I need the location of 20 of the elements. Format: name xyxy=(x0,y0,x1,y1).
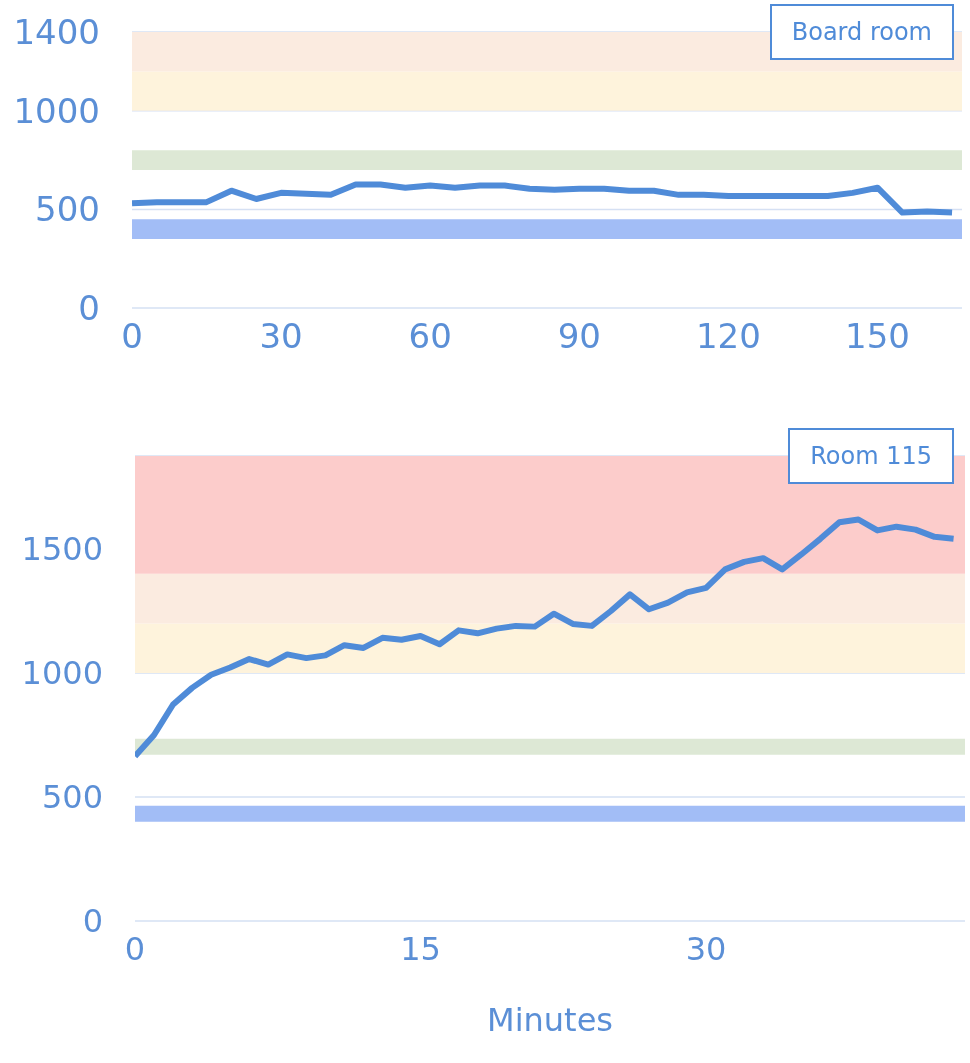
y-tick-label: 500 xyxy=(41,778,103,817)
x-tick-label: 30 xyxy=(259,316,303,357)
x-axis-title: Minutes xyxy=(487,1001,613,1039)
text: Room 115 xyxy=(810,442,932,470)
x-tick-label: 90 xyxy=(557,316,601,357)
y-tick-label: 0 xyxy=(82,902,103,941)
x-tick-label: 30 xyxy=(685,929,727,968)
x-tick-label: 0 xyxy=(124,929,146,968)
x-tick-label: 15 xyxy=(400,929,441,968)
x-tick-label: 120 xyxy=(695,316,761,357)
x-tick-label: 0 xyxy=(121,316,143,357)
y-tick-label: 500 xyxy=(35,189,100,230)
y-tick-label: 1000 xyxy=(21,654,103,693)
y-tick-label: 1400 xyxy=(13,12,100,53)
y-tick-label: 0 xyxy=(78,288,100,329)
y-tick-label: 1500 xyxy=(21,530,103,569)
x-tick-label: 60 xyxy=(408,316,452,357)
text: Board room xyxy=(791,18,932,46)
y-tick-label: 1000 xyxy=(13,90,100,131)
x-tick-label: 150 xyxy=(845,316,910,357)
